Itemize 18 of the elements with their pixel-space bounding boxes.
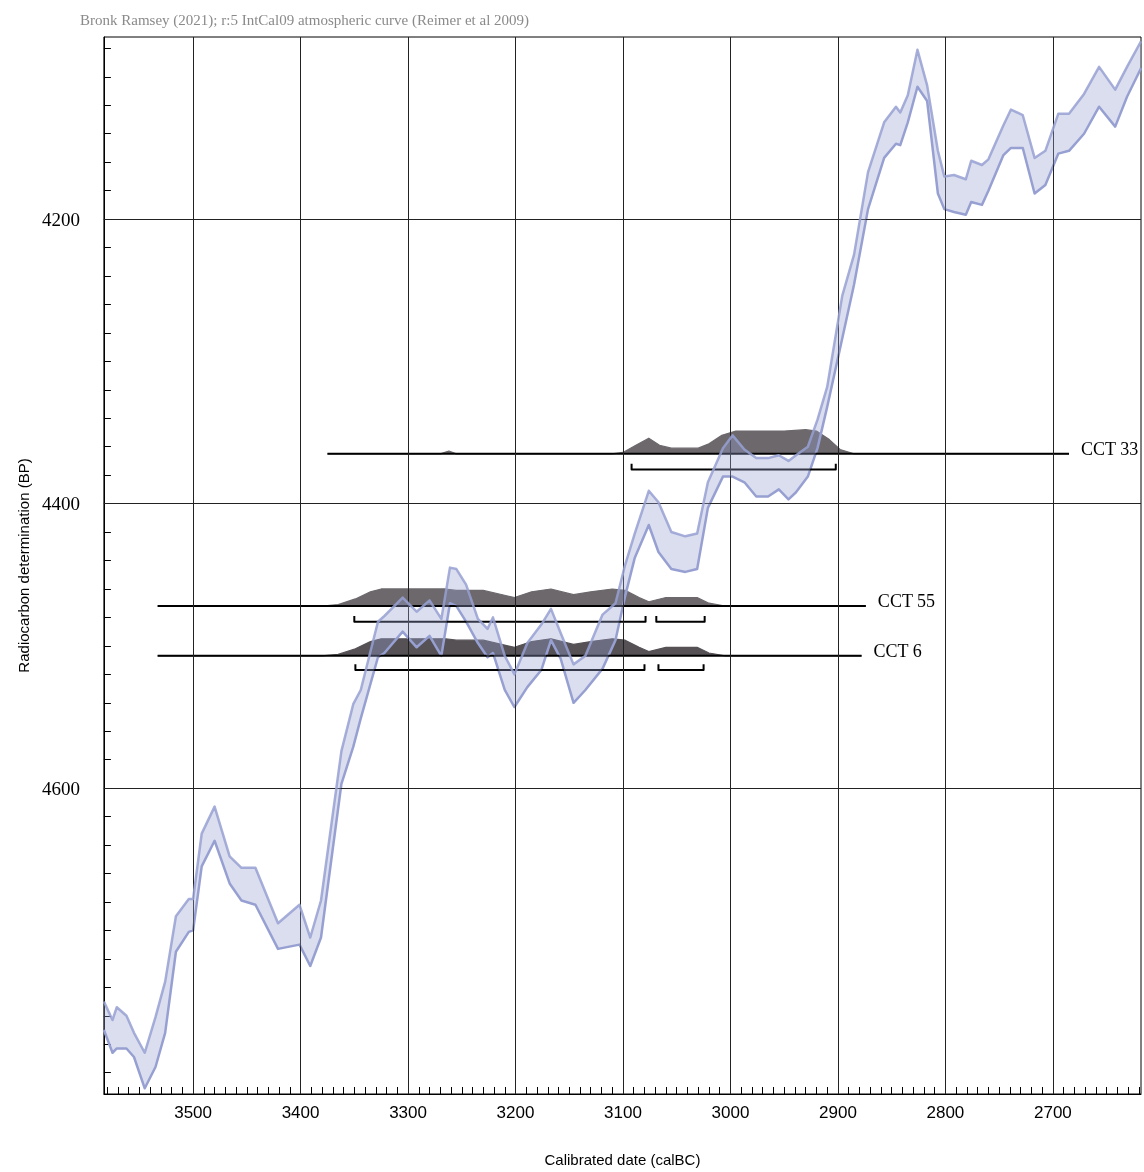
- x-tick-label: 3200: [496, 1103, 535, 1122]
- x-axis-title: Calibrated date (calBC): [544, 1151, 701, 1168]
- x-tick-label: 2700: [1033, 1103, 1072, 1122]
- x-tick-label: 3000: [711, 1103, 750, 1122]
- x-tick-label: 3100: [604, 1103, 642, 1122]
- x-tick-label: 2800: [926, 1103, 965, 1122]
- x-tick-label: 3400: [281, 1103, 320, 1122]
- series-label: CCT 33: [1080, 438, 1139, 459]
- y-tick-label: 4400: [41, 493, 80, 515]
- series-label: CCT 55: [877, 591, 936, 612]
- x-tick-label: 3500: [174, 1103, 213, 1122]
- series-label: CCT 6: [873, 640, 922, 661]
- x-tick-label: 2900: [819, 1103, 857, 1122]
- y-tick-label: 4200: [41, 208, 80, 230]
- text: Bronk Ramsey (2021); r:5 IntCal09 atmospheric curve (Reimer et al 2009): [80, 11, 530, 29]
- x-tick-label: 3300: [389, 1103, 427, 1122]
- y-axis-title: Radiocarbon determination (BP): [15, 458, 32, 673]
- y-tick-label: 4600: [41, 777, 80, 799]
